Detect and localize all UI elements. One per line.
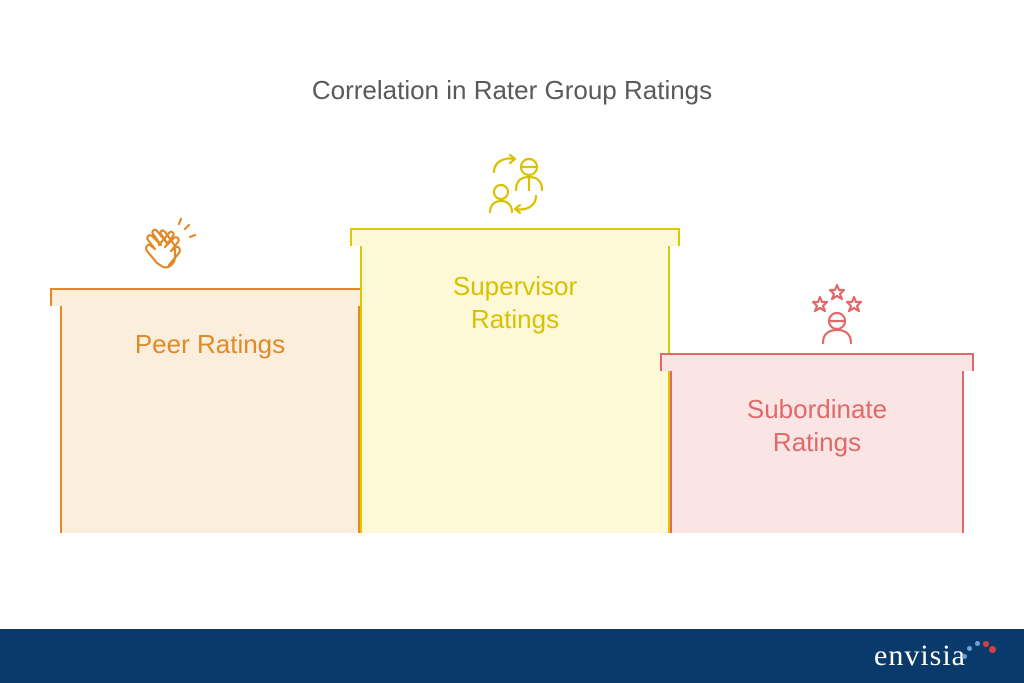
podium-peer: Peer Ratings [60,288,360,533]
footer-bar: envisia [0,629,1024,683]
podium-label-subordinate: SubordinateRatings [670,393,964,458]
podium-cap [50,288,370,306]
logo-text: envisia [874,639,966,673]
envisia-logo: envisia [874,632,994,680]
podium-label-peer: Peer Ratings [60,328,360,361]
podium-cap [350,228,680,246]
podium-supervisor: SupervisorRatings [360,228,670,533]
podium-label-supervisor: SupervisorRatings [360,270,670,335]
podium-area: Peer Ratings Superviso [60,153,964,533]
podium-cap [660,353,974,371]
infographic-canvas: Correlation in Rater Group Ratings Peer … [0,0,1024,683]
swap-people-icon [360,148,670,220]
chart-title: Correlation in Rater Group Ratings [0,75,1024,106]
podium-subordinate: SubordinateRatings [670,353,964,533]
stars-person-icon [690,275,984,347]
logo-dots-icon [960,632,994,666]
clap-icon [20,213,320,283]
